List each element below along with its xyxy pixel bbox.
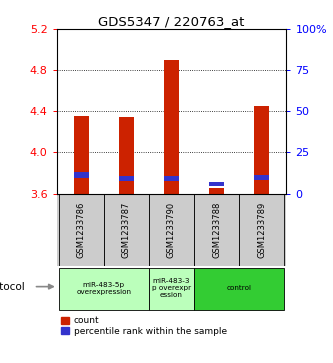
Bar [254,175,269,180]
Text: GSM1233790: GSM1233790 [167,202,176,258]
Bar [119,118,134,193]
Text: GSM1233787: GSM1233787 [122,201,131,258]
Text: control: control [226,285,251,291]
Text: miR-483-5p
overexpression: miR-483-5p overexpression [76,281,132,294]
Bar [149,193,194,266]
Text: miR-483-3
p overexpr
ession: miR-483-3 p overexpr ession [152,278,191,298]
Bar [194,193,239,266]
Bar [119,176,134,181]
Text: GSM1233789: GSM1233789 [257,201,266,258]
Bar [104,193,149,266]
Title: GDS5347 / 220763_at: GDS5347 / 220763_at [98,15,245,28]
Text: GSM1233786: GSM1233786 [77,201,86,258]
Legend: count, percentile rank within the sample: count, percentile rank within the sample [61,317,227,336]
Bar [59,193,104,266]
Bar [209,188,224,193]
Bar [59,268,149,310]
Bar [149,268,194,310]
Bar [164,176,179,181]
Bar [209,182,224,186]
Text: GSM1233788: GSM1233788 [212,201,221,258]
Bar [74,117,89,193]
Bar [164,60,179,193]
Bar [74,172,89,178]
Bar [254,106,269,193]
Bar [239,193,284,266]
Text: protocol: protocol [0,282,24,291]
Bar [194,268,284,310]
